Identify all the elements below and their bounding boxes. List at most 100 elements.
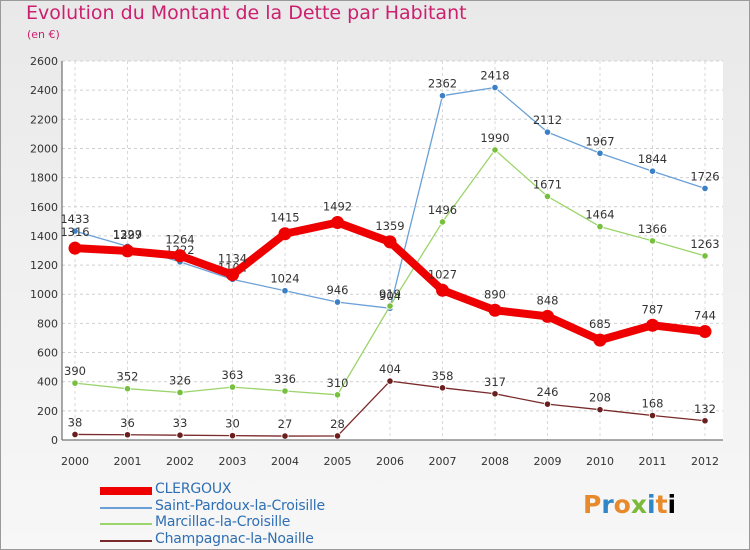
- y-tick-label: 1800: [30, 172, 58, 185]
- data-label: 890: [484, 287, 506, 301]
- plot-area: [62, 61, 723, 440]
- data-point: [646, 318, 659, 332]
- x-tick-label: 2002: [166, 455, 194, 468]
- data-label: 787: [642, 302, 664, 316]
- data-point: [176, 431, 184, 439]
- data-label: 1024: [270, 272, 299, 286]
- data-label: 2362: [428, 77, 457, 91]
- data-point: [491, 390, 499, 398]
- legend-label: Saint-Pardoux-la-Croisille: [155, 497, 325, 514]
- data-label: 1496: [428, 203, 457, 217]
- y-tick-label: 800: [37, 317, 58, 330]
- y-tick-label: 2200: [30, 113, 58, 126]
- legend-item: Champagnac-la-Noaille: [100, 530, 360, 547]
- data-label: 1492: [323, 200, 352, 214]
- data-label: 336: [274, 372, 296, 386]
- data-point: [173, 249, 187, 263]
- data-point: [488, 303, 502, 317]
- data-label: 919: [379, 287, 401, 301]
- data-point: [438, 92, 447, 100]
- y-tick-label: 1200: [30, 259, 58, 272]
- data-point: [176, 388, 184, 397]
- data-label: 326: [169, 373, 191, 387]
- data-label: 685: [589, 317, 611, 331]
- data-label: 946: [327, 283, 349, 297]
- data-label: 363: [222, 368, 244, 382]
- data-label: 2418: [480, 69, 509, 83]
- data-label: 27: [278, 417, 293, 431]
- data-label: 2112: [533, 113, 562, 127]
- data-label: 1366: [638, 222, 667, 236]
- x-tick-label: 2007: [429, 455, 457, 468]
- data-point: [281, 432, 289, 440]
- data-point: [333, 298, 342, 306]
- data-label: 358: [432, 369, 454, 383]
- x-tick-label: 2001: [114, 455, 142, 468]
- data-point: [386, 377, 394, 385]
- data-label: 1264: [165, 233, 194, 247]
- data-label: 352: [117, 370, 139, 384]
- x-tick-label: 2000: [61, 455, 89, 468]
- data-point: [228, 432, 237, 440]
- data-point: [436, 283, 449, 297]
- legend-swatch: [100, 487, 152, 495]
- data-point: [596, 222, 604, 231]
- y-tick-label: 2600: [30, 55, 58, 68]
- data-point: [281, 287, 289, 295]
- chart-title: Evolution du Montant de la Dette par Hab…: [26, 2, 467, 24]
- data-label: 1726: [690, 169, 719, 183]
- data-point: [596, 406, 604, 414]
- data-label: 28: [330, 417, 345, 431]
- data-point: [331, 216, 344, 230]
- y-tick-label: 2400: [30, 84, 58, 97]
- data-point: [121, 244, 134, 258]
- legend-swatch: [100, 539, 152, 542]
- data-label: 33: [173, 416, 188, 430]
- legend-label: Champagnac-la-Noaille: [155, 530, 314, 547]
- x-tick-label: 2009: [534, 455, 562, 468]
- data-label: 30: [225, 417, 240, 431]
- data-label: 1844: [638, 152, 667, 166]
- proxiti-logo: Proxiti: [583, 490, 677, 519]
- data-label: 310: [327, 376, 349, 390]
- legend-label: CLERGOUX: [155, 481, 232, 497]
- data-label: 1990: [480, 131, 509, 145]
- data-point: [386, 302, 394, 310]
- legend-swatch: [100, 523, 152, 525]
- y-tick-label: 400: [37, 376, 58, 389]
- data-label: 1967: [585, 134, 614, 148]
- data-label: 168: [642, 397, 664, 411]
- data-point: [541, 309, 554, 323]
- legend-swatch: [100, 506, 152, 509]
- data-label: 1297: [113, 228, 142, 242]
- data-point: [543, 400, 552, 408]
- data-point: [71, 430, 79, 439]
- data-point: [491, 83, 499, 92]
- data-point: [593, 333, 607, 347]
- y-tick-label: 200: [37, 405, 58, 418]
- data-point: [543, 128, 552, 136]
- chart-subtitle: (en €): [27, 28, 60, 41]
- data-point: [383, 235, 397, 249]
- x-tick-label: 2006: [376, 455, 404, 468]
- data-point: [596, 149, 604, 157]
- data-point: [123, 385, 132, 393]
- data-point: [71, 227, 79, 235]
- data-point: [226, 268, 239, 282]
- data-point: [648, 237, 657, 245]
- y-tick-label: 0: [51, 434, 58, 447]
- data-label: 317: [484, 375, 506, 389]
- data-point: [698, 325, 712, 339]
- data-label: 1415: [270, 211, 299, 225]
- x-tick-label: 2008: [481, 455, 509, 468]
- legend-item: Saint-Pardoux-la-Croisille: [100, 497, 360, 514]
- x-tick-label: 2010: [586, 455, 614, 468]
- x-tick-label: 2012: [691, 455, 719, 468]
- data-label: 246: [537, 385, 559, 399]
- legend-label: Marcillac-la-Croisille: [155, 514, 291, 530]
- y-tick-label: 600: [37, 347, 58, 360]
- data-point: [701, 417, 709, 425]
- data-label: 1134: [218, 252, 247, 266]
- data-label: 1359: [375, 219, 404, 233]
- data-label: 38: [68, 415, 83, 429]
